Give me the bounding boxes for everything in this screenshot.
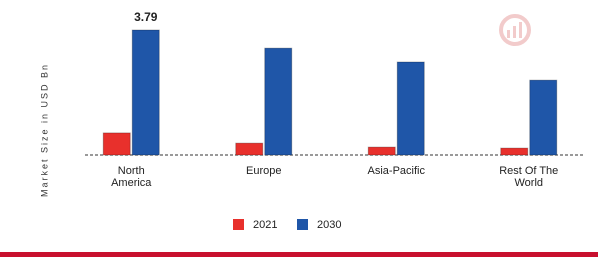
bar [235, 142, 264, 156]
legend-label: 2030 [317, 219, 341, 231]
y-axis-title: Market Size in USD Bn [39, 63, 49, 197]
x-tick-label: North America [111, 165, 152, 189]
bar [264, 47, 293, 156]
legend-label: 2021 [253, 219, 277, 231]
legend-swatch [297, 219, 308, 230]
bar [131, 29, 160, 156]
footer-bar [0, 252, 598, 257]
x-tick-label: Europe [246, 165, 281, 177]
value-label: 3.79 [134, 10, 158, 24]
bar [396, 61, 425, 156]
bar [102, 132, 131, 156]
x-tick-label: Asia-Pacific [368, 165, 426, 177]
bar [367, 146, 396, 156]
legend-swatch [233, 219, 244, 230]
x-tick-label: Rest Of The World [499, 165, 558, 189]
bar [529, 79, 558, 156]
logo [499, 14, 531, 46]
bar [500, 147, 529, 156]
